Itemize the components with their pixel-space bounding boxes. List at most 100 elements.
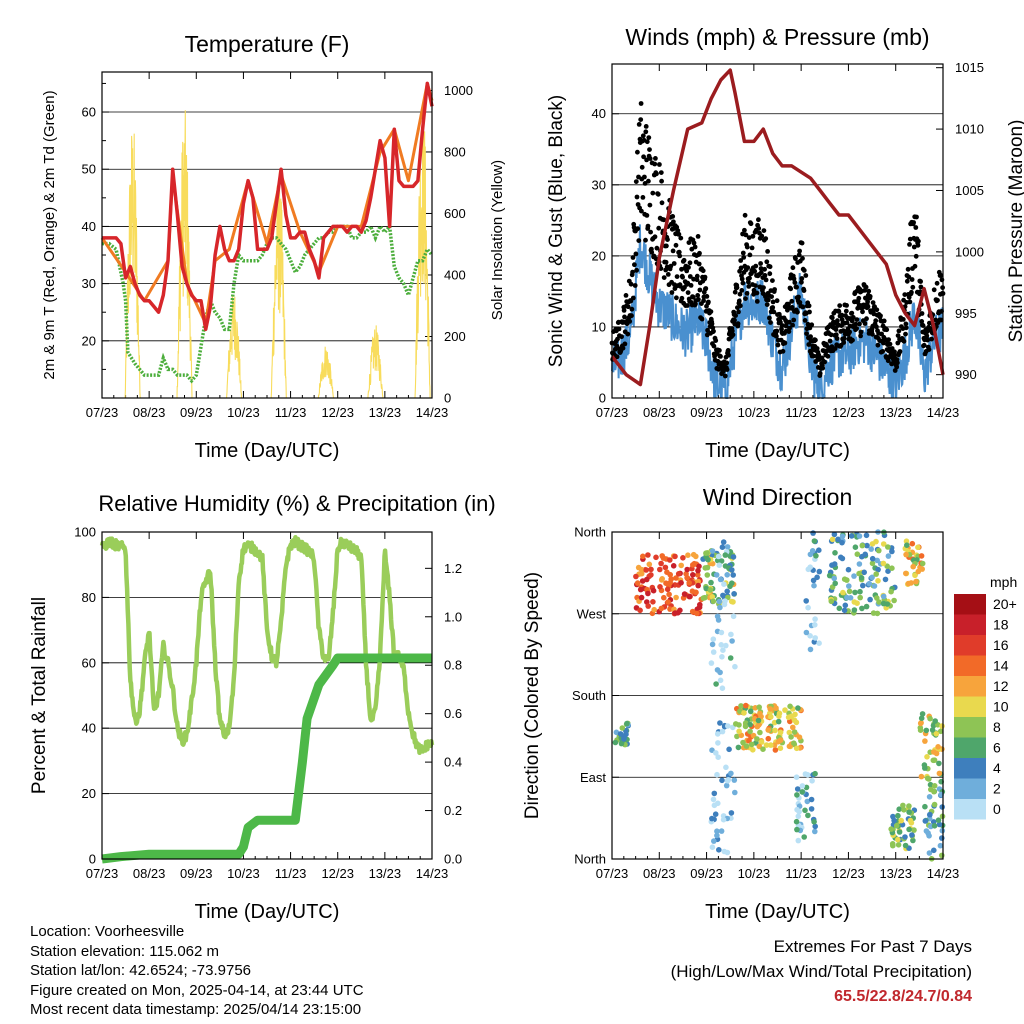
direction-point	[718, 629, 725, 636]
direction-point	[724, 572, 730, 578]
direction-point	[775, 718, 782, 725]
direction-point	[808, 796, 815, 803]
gust-point	[796, 294, 801, 300]
gust-point	[771, 309, 777, 315]
gust-point	[622, 314, 627, 320]
direction-point	[684, 566, 690, 573]
direction-point	[791, 729, 798, 735]
gust-point	[730, 332, 736, 338]
gust-point	[703, 286, 709, 291]
direction-point	[927, 781, 934, 788]
gust-point	[867, 294, 873, 299]
direction-point	[667, 571, 673, 578]
direction-point	[708, 579, 714, 586]
direction-point	[662, 564, 669, 571]
direction-point	[852, 589, 858, 596]
gust-point	[753, 283, 758, 288]
direction-point	[933, 731, 940, 737]
gust-point	[880, 349, 886, 354]
direction-point	[677, 607, 683, 614]
y-right-tick-label: 600	[444, 206, 466, 221]
x-tick-label: 09/23	[690, 866, 723, 881]
gust-point	[878, 313, 883, 319]
direction-point	[711, 790, 718, 797]
gust-point	[865, 304, 871, 309]
direction-point	[672, 553, 678, 560]
extremes-title: Extremes For Past 7 Days	[773, 937, 972, 956]
gust-point	[763, 277, 769, 283]
gust-point	[938, 272, 944, 278]
y-axis-label: Sonic Wind & Gust (Blue, Black)	[546, 95, 567, 367]
gust-point	[743, 296, 748, 301]
gust-point	[782, 340, 788, 346]
direction-point	[665, 599, 671, 605]
direction-point	[939, 723, 945, 729]
direction-point	[896, 829, 903, 835]
direction-point	[812, 616, 818, 622]
x-tick-label: 14/23	[416, 405, 449, 420]
gust-point	[789, 298, 795, 304]
y-tick-label: West	[577, 606, 607, 621]
direction-point	[710, 796, 717, 803]
direction-point	[717, 604, 723, 611]
direction-point	[728, 631, 734, 638]
direction-point	[918, 715, 925, 721]
direction-point	[902, 842, 909, 849]
gust-point	[685, 303, 690, 308]
gust-point	[658, 170, 664, 176]
gust-point	[856, 295, 862, 301]
direction-point	[664, 586, 671, 593]
gust-point	[738, 303, 743, 309]
gust-point	[729, 328, 735, 334]
chart-title: Temperature (F)	[185, 31, 350, 57]
direction-point	[731, 777, 738, 783]
gust-point	[621, 308, 627, 313]
direction-point	[826, 572, 833, 579]
direction-point	[723, 782, 730, 789]
gust-point	[870, 331, 875, 337]
direction-point	[869, 574, 875, 581]
gust-point	[767, 315, 772, 321]
direction-point	[673, 594, 679, 601]
direction-point	[768, 714, 774, 720]
direction-point	[720, 647, 726, 653]
gust-point	[634, 267, 639, 273]
direction-point	[690, 551, 697, 558]
x-tick-label: 09/23	[180, 405, 213, 420]
gust-point	[746, 279, 751, 285]
direction-point	[719, 654, 725, 660]
y-right-tick-label: 800	[444, 144, 466, 159]
direction-point	[931, 788, 937, 795]
gust-point	[849, 318, 855, 324]
direction-point	[638, 594, 645, 601]
direction-point	[695, 567, 701, 574]
y-right-tick-label: 1.2	[444, 561, 462, 576]
direction-point	[747, 708, 754, 715]
direction-point	[720, 592, 726, 599]
gust-point	[836, 309, 842, 314]
gust-point	[767, 264, 773, 270]
direction-point	[932, 718, 938, 724]
direction-point	[719, 777, 725, 784]
direction-point	[613, 729, 620, 736]
gust-point	[934, 280, 940, 286]
gust-point	[786, 319, 792, 325]
direction-point	[885, 553, 892, 559]
gust-point	[761, 285, 766, 290]
gust-point	[638, 101, 644, 106]
direction-point	[859, 542, 866, 549]
direction-point	[856, 570, 862, 577]
direction-point	[875, 566, 881, 573]
direction-point	[859, 605, 865, 612]
y-right-axis-label: Solar Insolation (Yellow)	[489, 160, 506, 320]
gust-point	[636, 122, 642, 127]
x-axis-label: Time (Day/UTC)	[705, 440, 850, 462]
solar-peak	[317, 346, 335, 399]
direction-point	[757, 710, 763, 717]
gust-point	[702, 274, 708, 280]
gust-point	[935, 297, 940, 303]
gust-point	[746, 235, 752, 241]
direction-point	[812, 828, 818, 835]
direction-point	[728, 770, 734, 777]
gust-point	[919, 319, 925, 324]
